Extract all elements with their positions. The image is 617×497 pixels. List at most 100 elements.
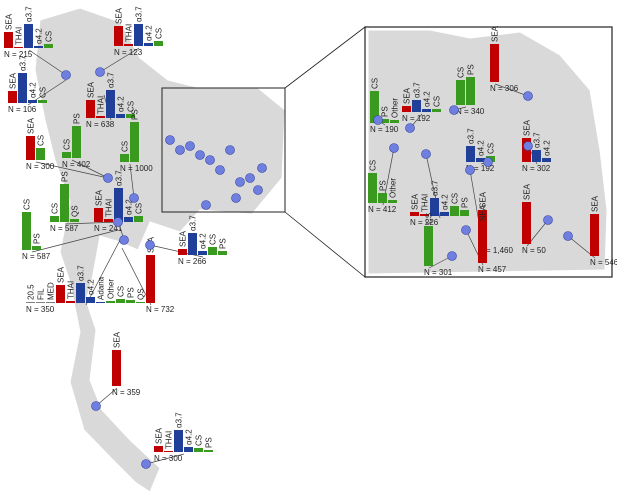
leader-line [71, 159, 109, 179]
sample-size: N = 1,460 [478, 246, 513, 255]
bar-label: Other [391, 98, 400, 118]
bar [410, 212, 419, 216]
bar-label: α3.7 [467, 128, 476, 144]
site-dot [449, 105, 459, 115]
bar-label: CS [135, 203, 144, 214]
bar-label: CS [155, 28, 164, 39]
bar-label: CS [371, 78, 380, 89]
sample-size: N = 123 [114, 48, 143, 57]
site-dot [129, 193, 139, 203]
bar-label: 20.5 [27, 284, 36, 300]
bar [36, 148, 45, 160]
bar [144, 43, 153, 46]
bar [106, 90, 115, 118]
bar [18, 73, 27, 103]
bar-label: CS [63, 139, 72, 150]
bar-label: α4.2 [117, 96, 126, 112]
bar [590, 214, 599, 256]
bar-label: CS [37, 135, 46, 146]
bar-label: SEA [95, 189, 104, 206]
site-dot [373, 115, 383, 125]
bar-label: THAI [97, 96, 106, 114]
bar [50, 216, 59, 222]
bar-label: α3.7 [25, 6, 34, 22]
bar-label: PS [381, 106, 390, 117]
bar-label: PS [33, 233, 42, 244]
bar-label: SEA [411, 193, 420, 210]
bar [198, 251, 207, 255]
leader-line [64, 221, 119, 225]
bar-label: QS [71, 205, 80, 217]
bar [22, 212, 31, 250]
bar [390, 120, 399, 123]
bar [94, 208, 103, 222]
bar [38, 100, 47, 103]
bar-label: THAI [105, 199, 114, 217]
bar-label: SEA [27, 117, 36, 134]
sample-size: N = 50 [522, 246, 546, 255]
bar [368, 173, 377, 203]
leader-line [31, 229, 119, 253]
bar [4, 32, 13, 48]
site-dot [523, 91, 533, 101]
sample-size: N = 546 [590, 258, 617, 267]
site-dot [113, 217, 123, 227]
site-dot [389, 143, 399, 153]
sample-size: N = 300 [26, 162, 55, 171]
bar-label: CS [117, 286, 126, 297]
bar-label: CS [121, 141, 130, 152]
sample-size: N = 350 [26, 305, 55, 314]
bar-label: THAI [67, 281, 76, 299]
site-dot [95, 67, 105, 77]
site-dot [141, 459, 151, 469]
bar-label: PS [61, 171, 70, 182]
site-dot [421, 149, 431, 159]
bar [130, 122, 139, 162]
bar-label: MED [47, 282, 56, 300]
site-dot [195, 150, 205, 160]
site-dot [145, 240, 155, 250]
bar [476, 158, 485, 162]
bar-label: α4.2 [185, 429, 194, 445]
leader-line [129, 163, 135, 199]
bar-label: α4.2 [543, 140, 552, 156]
site-dot [231, 193, 241, 203]
sample-size: N = 215 [4, 50, 33, 59]
bar [432, 109, 441, 112]
bar [124, 44, 133, 46]
site-dot [461, 225, 471, 235]
bar-label: SEA [523, 183, 532, 200]
bar-label: PS [379, 180, 388, 191]
bar [120, 154, 129, 162]
sample-size: N = 587 [22, 252, 51, 261]
bar-label: SEA [5, 13, 14, 30]
bar-label: SEA [479, 191, 488, 208]
bar-label: α4.2 [125, 199, 134, 215]
sample-size: N = 412 [368, 205, 397, 214]
bar [14, 47, 23, 48]
bar [134, 24, 143, 46]
bar-label: Other [107, 279, 116, 299]
zoom-connector [284, 26, 366, 89]
bar-label: α4.2 [423, 91, 432, 107]
bar [96, 302, 105, 303]
bar [104, 219, 113, 222]
bar [66, 301, 75, 303]
site-dot [165, 135, 175, 145]
bar [36, 302, 45, 303]
bar-label: CS [457, 67, 466, 78]
bar-label: PS [461, 197, 470, 208]
sample-size: N = 402 [62, 160, 91, 169]
bar-label: CS [425, 213, 434, 224]
sample-size: N = 301 [424, 268, 453, 277]
site-dot [103, 173, 113, 183]
bar-label: CS [369, 160, 378, 171]
bar [86, 297, 95, 303]
bar [380, 119, 389, 123]
bar [522, 202, 531, 244]
bar [450, 206, 459, 216]
bar [8, 91, 17, 103]
bar [32, 246, 41, 250]
site-dot [235, 177, 245, 187]
